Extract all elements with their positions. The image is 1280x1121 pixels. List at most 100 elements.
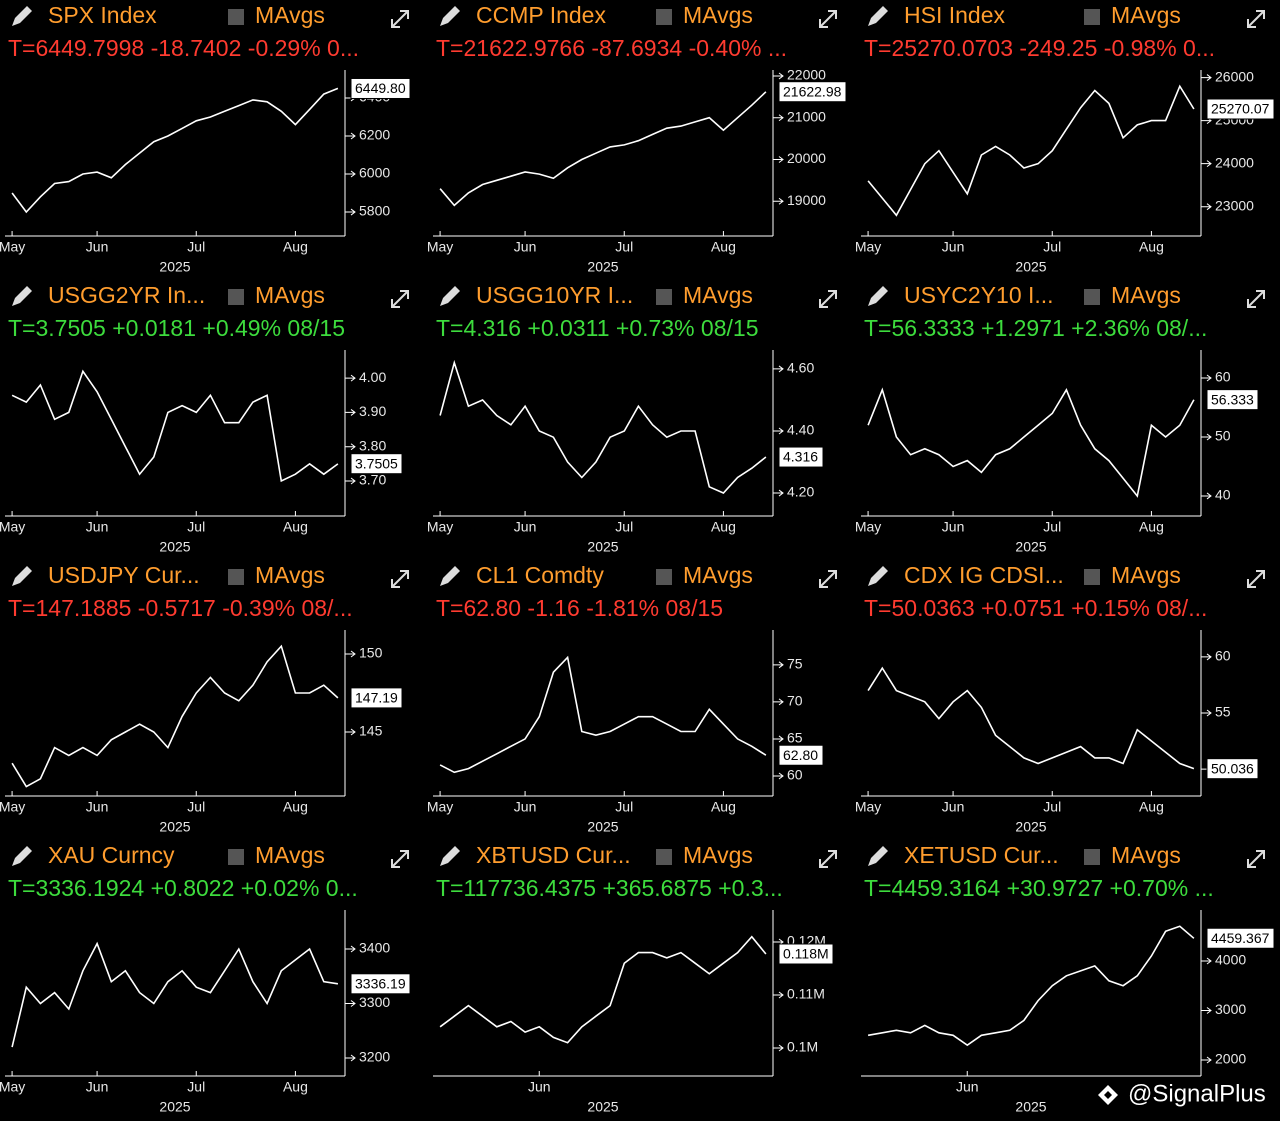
current-value-label: 21622.98 [783,83,842,99]
y-tick-label: 145 [359,723,383,739]
expand-icon[interactable] [1247,290,1265,308]
chart-title: USYC2Y10 I... [904,282,1054,308]
y-tick [1201,433,1212,441]
expand-icon[interactable] [391,290,409,308]
mavgs-label: MAvgs [255,282,325,308]
y-tick [773,1044,784,1052]
y-tick-label: 65 [787,730,803,746]
x-tick-label: May [0,239,25,255]
mavgs-checkbox[interactable] [228,569,244,585]
expand-icon[interactable] [819,570,837,588]
price-line [439,359,767,494]
watermark-logo [1098,1085,1118,1105]
expand-icon[interactable] [391,570,409,588]
x-tick-label: Jun [956,1079,979,1095]
mavgs-checkbox[interactable] [656,849,672,865]
mavgs-checkbox[interactable] [228,289,244,305]
edit-icon [868,846,888,866]
mavgs-checkbox[interactable] [1084,569,1100,585]
quote-line: T=62.80 -1.16 -1.81% 08/15 [436,595,723,621]
x-tick-label: Jul [1043,239,1061,255]
current-value-label: 25270.07 [1211,101,1270,117]
mavgs-checkbox[interactable] [1084,849,1100,865]
y-tick [345,728,356,736]
current-value-box [1206,758,1259,780]
y-tick-label: 55 [1215,704,1231,720]
mavgs-checkbox[interactable] [1084,9,1100,25]
x-tick-label: Jul [615,239,633,255]
y-tick-label: 150 [359,645,383,661]
x-axis-year: 2025 [587,819,618,835]
price-line [439,91,767,207]
mavgs-label: MAvgs [1111,562,1181,588]
chart-title: USGG2YR In... [48,282,205,308]
y-tick [773,735,784,743]
edit-icon [440,566,460,586]
x-tick-label: Aug [711,799,736,815]
expand-icon[interactable] [1247,850,1265,868]
x-tick-label: Jun [528,1079,551,1095]
edit-icon [440,6,460,26]
x-tick-label: Jul [1043,799,1061,815]
mavgs-checkbox[interactable] [656,569,672,585]
x-axis-year: 2025 [1015,259,1046,275]
y-tick-label: 4.20 [787,484,814,500]
x-tick-label: Aug [283,519,308,535]
x-tick-label: Jun [942,519,965,535]
x-tick-label: Aug [1139,799,1164,815]
expand-icon[interactable] [819,850,837,868]
mavgs-label: MAvgs [255,2,325,28]
x-tick-label: Jul [187,239,205,255]
watermark: @SignalPlus [1128,1080,1266,1107]
chart-title: CDX IG CDSI... [904,562,1064,588]
price-line [11,644,339,788]
x-tick-label: Jun [86,799,109,815]
x-tick-label: Aug [283,1079,308,1095]
mavgs-checkbox[interactable] [656,9,672,25]
x-tick-label: May [0,1079,25,1095]
current-value-box [778,81,847,103]
price-line [867,925,1195,1047]
expand-icon[interactable] [819,290,837,308]
mavgs-label: MAvgs [1111,282,1181,308]
edit-icon [12,6,32,26]
chart-title: USDJPY Cur... [48,562,200,588]
mavgs-label: MAvgs [255,562,325,588]
y-tick-label: 4.60 [787,360,814,376]
x-tick-label: Jun [942,239,965,255]
edit-icon [868,566,888,586]
y-tick [345,409,356,416]
expand-icon[interactable] [1247,570,1265,588]
current-value-label: 4459.367 [1211,930,1270,946]
x-tick-label: Jul [615,799,633,815]
x-axis-year: 2025 [587,539,618,555]
y-tick [773,72,784,80]
x-tick-label: Aug [711,239,736,255]
expand-icon[interactable] [391,10,409,28]
chart-title: CCMP Index [476,2,606,28]
price-line [439,935,767,1044]
mavgs-checkbox[interactable] [1084,289,1100,305]
y-tick [1201,1007,1212,1014]
quote-line: T=21622.9766 -87.6934 -0.40% ... [436,35,787,61]
y-tick-label: 60 [787,767,803,783]
edit-icon [868,6,888,26]
current-value-box [350,453,403,475]
y-tick-label: 3300 [359,994,390,1010]
expand-icon[interactable] [819,10,837,28]
mavgs-checkbox[interactable] [228,849,244,865]
x-tick-label: May [427,239,453,255]
y-tick [345,945,356,953]
mavgs-checkbox[interactable] [656,289,672,305]
mavgs-checkbox[interactable] [228,9,244,25]
y-tick [1201,160,1212,168]
current-value-label: 147.19 [355,690,398,706]
expand-icon[interactable] [1247,10,1265,28]
x-axis-year: 2025 [1015,819,1046,835]
y-tick-label: 60 [1215,648,1231,664]
x-tick-label: Jul [187,519,205,535]
y-tick-label: 75 [787,656,803,672]
expand-icon[interactable] [391,850,409,868]
price-line [867,84,1195,217]
